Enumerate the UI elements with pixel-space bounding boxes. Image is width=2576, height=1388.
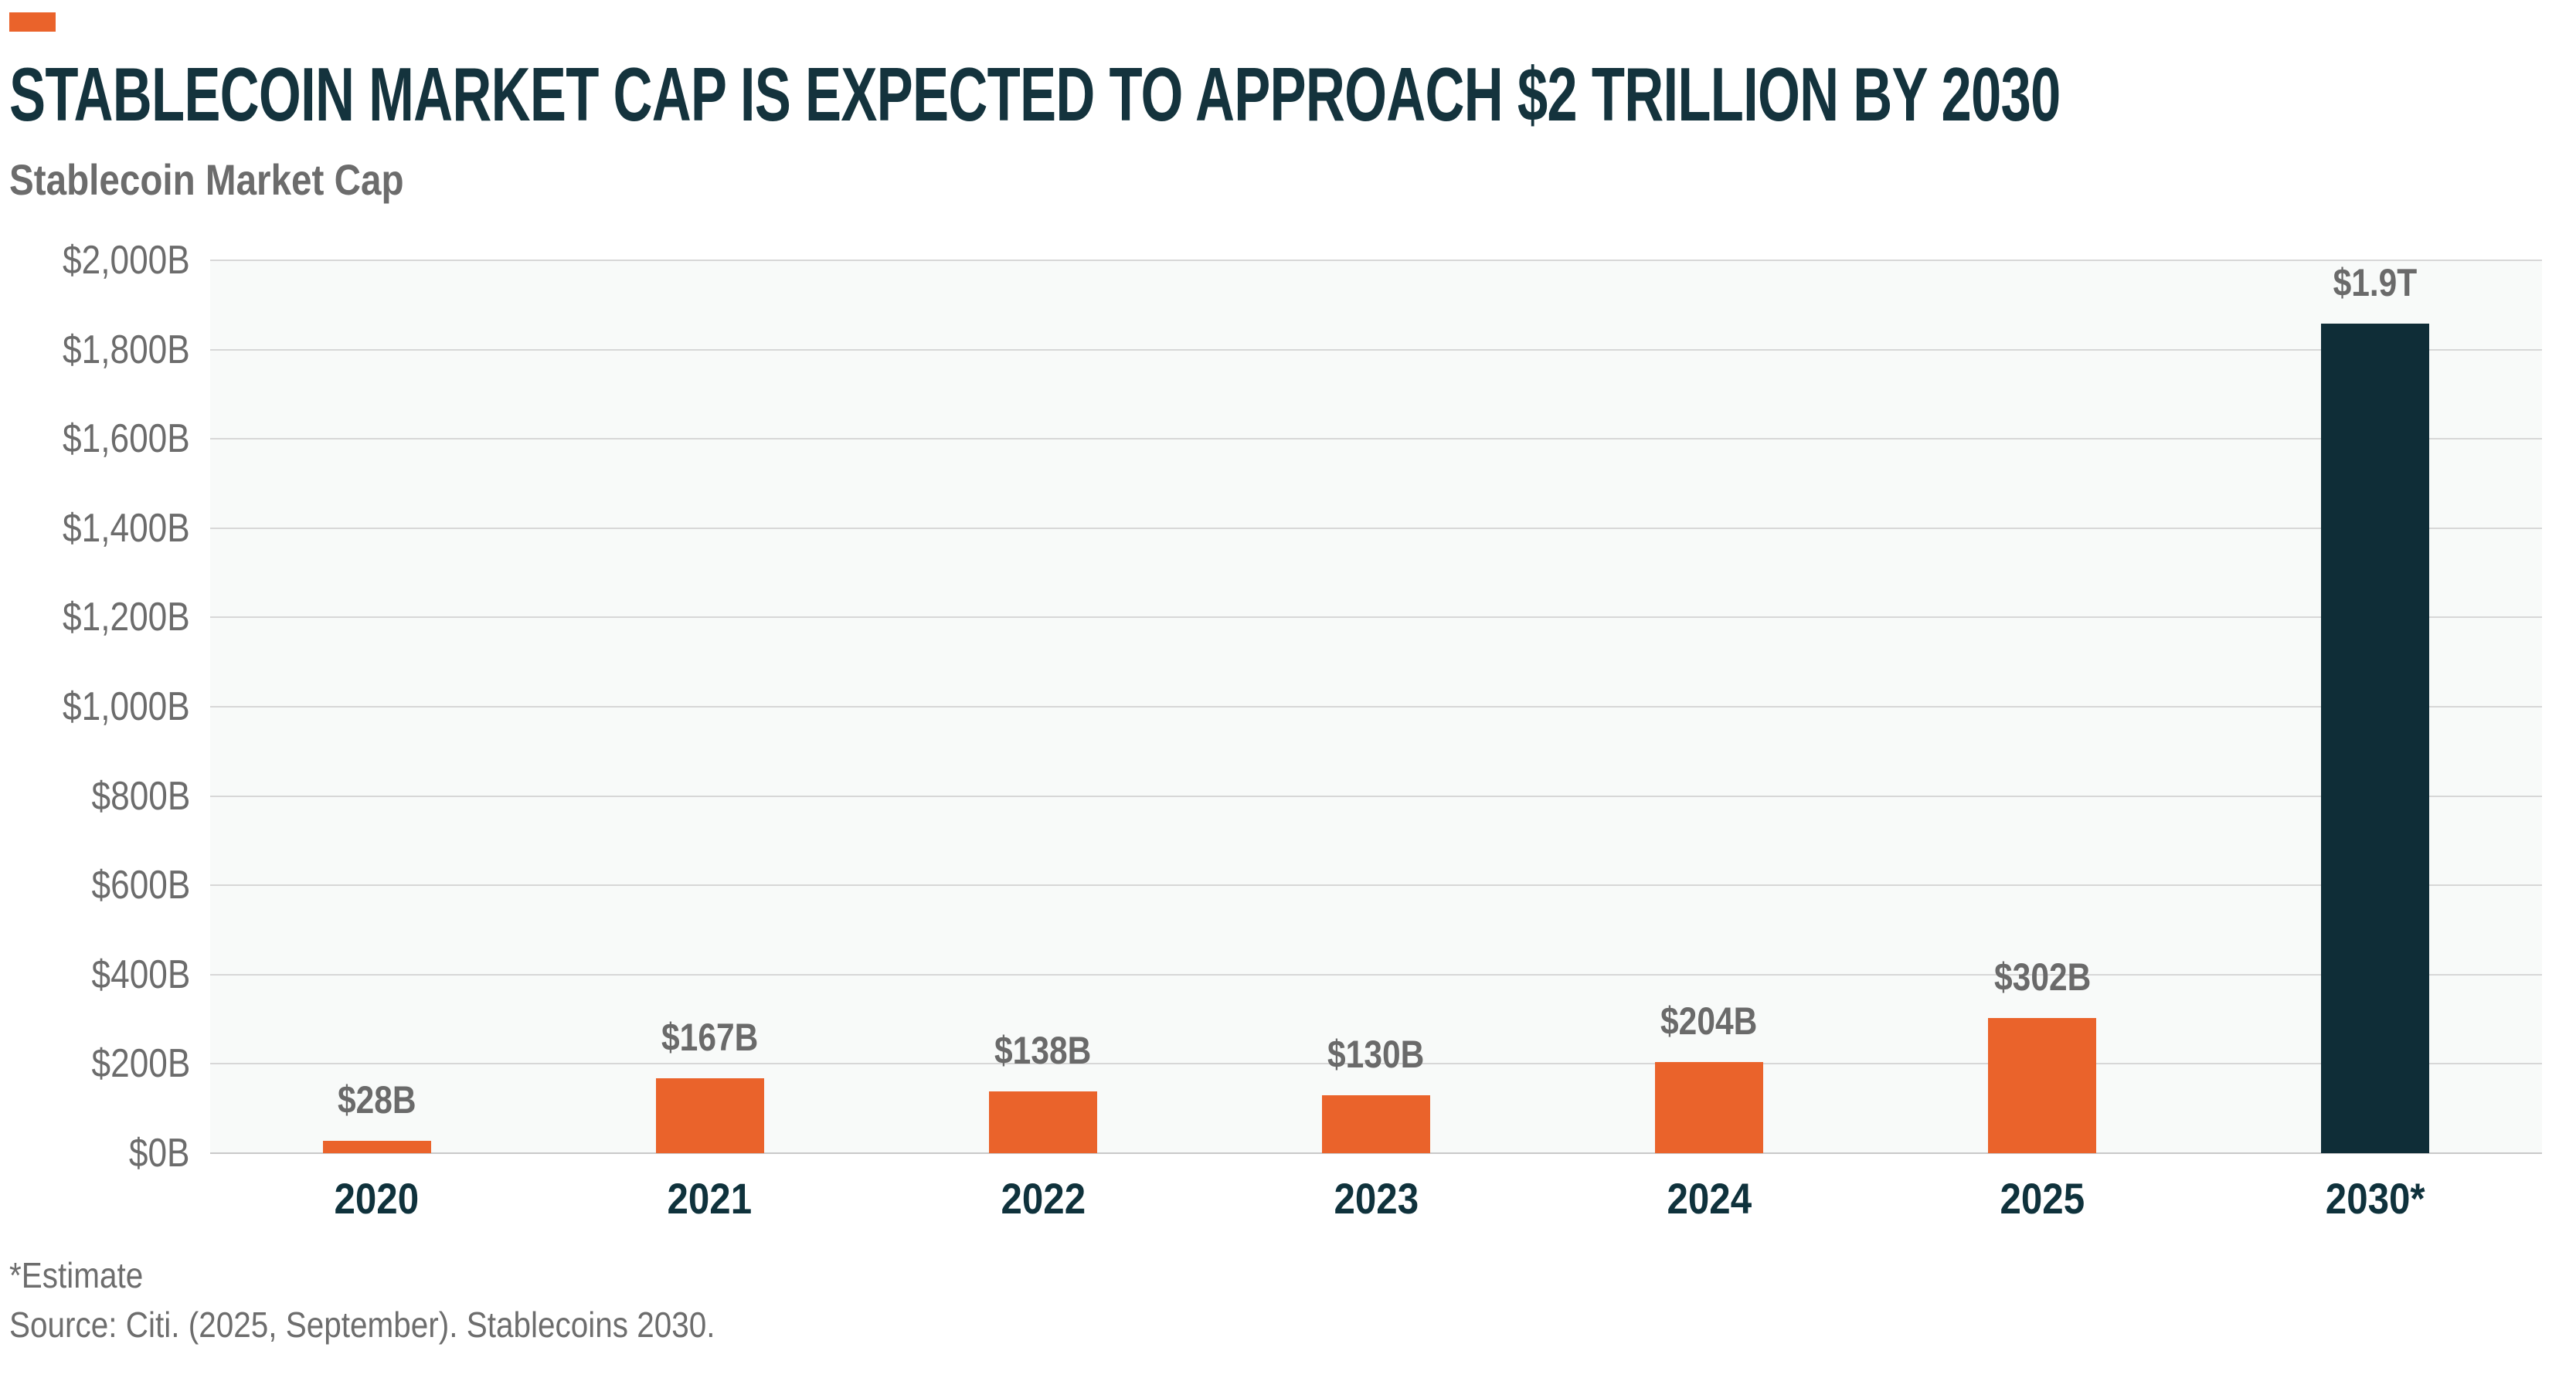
- bar-slot: $167B: [543, 260, 876, 1153]
- chart-subtitle: Stablecoin Market Cap: [9, 154, 404, 204]
- bar-2023: [1321, 1094, 1430, 1153]
- y-axis-tick-label: $2,000B: [63, 237, 190, 283]
- y-axis-tick-label: $200B: [91, 1041, 190, 1087]
- x-axis-tick-label: 2030*: [2209, 1173, 2542, 1223]
- gridline: [210, 795, 2542, 797]
- gridline: [210, 259, 2542, 261]
- y-axis-tick-label: $0B: [129, 1130, 190, 1176]
- x-axis-tick-label-text: 2030*: [2326, 1173, 2425, 1223]
- x-axis-tick-label: 2024: [1543, 1173, 1876, 1223]
- gridline: [210, 616, 2542, 619]
- x-axis-tick-label-text: 2024: [1667, 1173, 1752, 1223]
- gridline: [210, 973, 2542, 976]
- x-axis-tick-label: 2020: [210, 1173, 543, 1223]
- y-axis-tick-label: $1,800B: [63, 327, 190, 372]
- x-axis-baseline: [210, 1152, 2542, 1154]
- gridline: [210, 884, 2542, 887]
- bar-value-label: $167B: [661, 1016, 759, 1060]
- bars-layer: $28B $167B $138B $130B $204B $302B $1.9T: [210, 260, 2542, 1153]
- estimate-footnote: *Estimate: [9, 1254, 144, 1295]
- bar-2025: [1988, 1018, 2097, 1153]
- bar-value-label: $28B: [337, 1077, 416, 1122]
- bar-slot: $130B: [1209, 260, 1542, 1153]
- gridline: [210, 348, 2542, 351]
- bar-2030-estimate: [2321, 323, 2430, 1153]
- y-axis-tick-label: $1,200B: [63, 595, 190, 640]
- gridline: [210, 527, 2542, 529]
- x-axis-tick-label: 2025: [1876, 1173, 2209, 1223]
- bar-value-label: $130B: [1327, 1032, 1425, 1076]
- x-axis-tick-label: 2023: [1209, 1173, 1542, 1223]
- bar-2024: [1655, 1061, 1764, 1153]
- gridline: [210, 1063, 2542, 1065]
- x-axis-tick-label-text: 2023: [1334, 1173, 1419, 1223]
- bar-slot: $28B: [210, 260, 543, 1153]
- gridline: [210, 705, 2542, 708]
- x-axis-tick-label-text: 2021: [667, 1173, 753, 1223]
- bar-slot: $138B: [876, 260, 1209, 1153]
- bar-value-label: $138B: [994, 1029, 1092, 1073]
- x-axis-tick-label-text: 2022: [1001, 1173, 1086, 1223]
- bar-value-label: $302B: [1993, 955, 2091, 999]
- bar-2020: [322, 1140, 431, 1153]
- x-axis-tick-label-text: 2020: [334, 1173, 420, 1223]
- x-axis-tick-label-text: 2025: [2000, 1173, 2085, 1223]
- bar-2022: [988, 1091, 1097, 1153]
- y-axis-tick-label: $400B: [91, 952, 190, 997]
- x-axis-tick-label: 2022: [876, 1173, 1209, 1223]
- plot-area: $0B $200B $400B $600B $800B $1,000B $1,200B $1,…: [63, 238, 2542, 1176]
- x-axis: 2020 2021 2022 2023 2024 2025 2030*: [210, 1173, 2542, 1223]
- brand-accent-mark: [9, 12, 56, 32]
- y-axis-tick-label: $1,000B: [63, 684, 190, 729]
- bar-slot: $302B: [1876, 260, 2209, 1153]
- bar-chart: $0B $200B $400B $600B $800B $1,000B $1,200B $1,…: [63, 238, 2542, 1223]
- bar-value-label: $1.9T: [2333, 260, 2418, 304]
- y-axis-tick-label: $600B: [91, 863, 190, 908]
- source-line: Source: Citi. (2025, September). Stablec…: [9, 1304, 715, 1345]
- gridline: [210, 438, 2542, 440]
- y-axis-tick-label: $1,400B: [63, 505, 190, 551]
- y-axis-tick-label: $1,600B: [63, 416, 190, 462]
- bar-slot: $204B: [1543, 260, 1876, 1153]
- bar-2021: [655, 1078, 764, 1153]
- bar-value-label: $204B: [1660, 999, 1758, 1043]
- y-axis-tick-label: $800B: [91, 773, 190, 819]
- bar-slot: $1.9T: [2209, 260, 2542, 1153]
- x-axis-tick-label: 2021: [543, 1173, 876, 1223]
- chart-headline: STABLECOIN MARKET CAP IS EXPECTED TO APP…: [9, 52, 2061, 137]
